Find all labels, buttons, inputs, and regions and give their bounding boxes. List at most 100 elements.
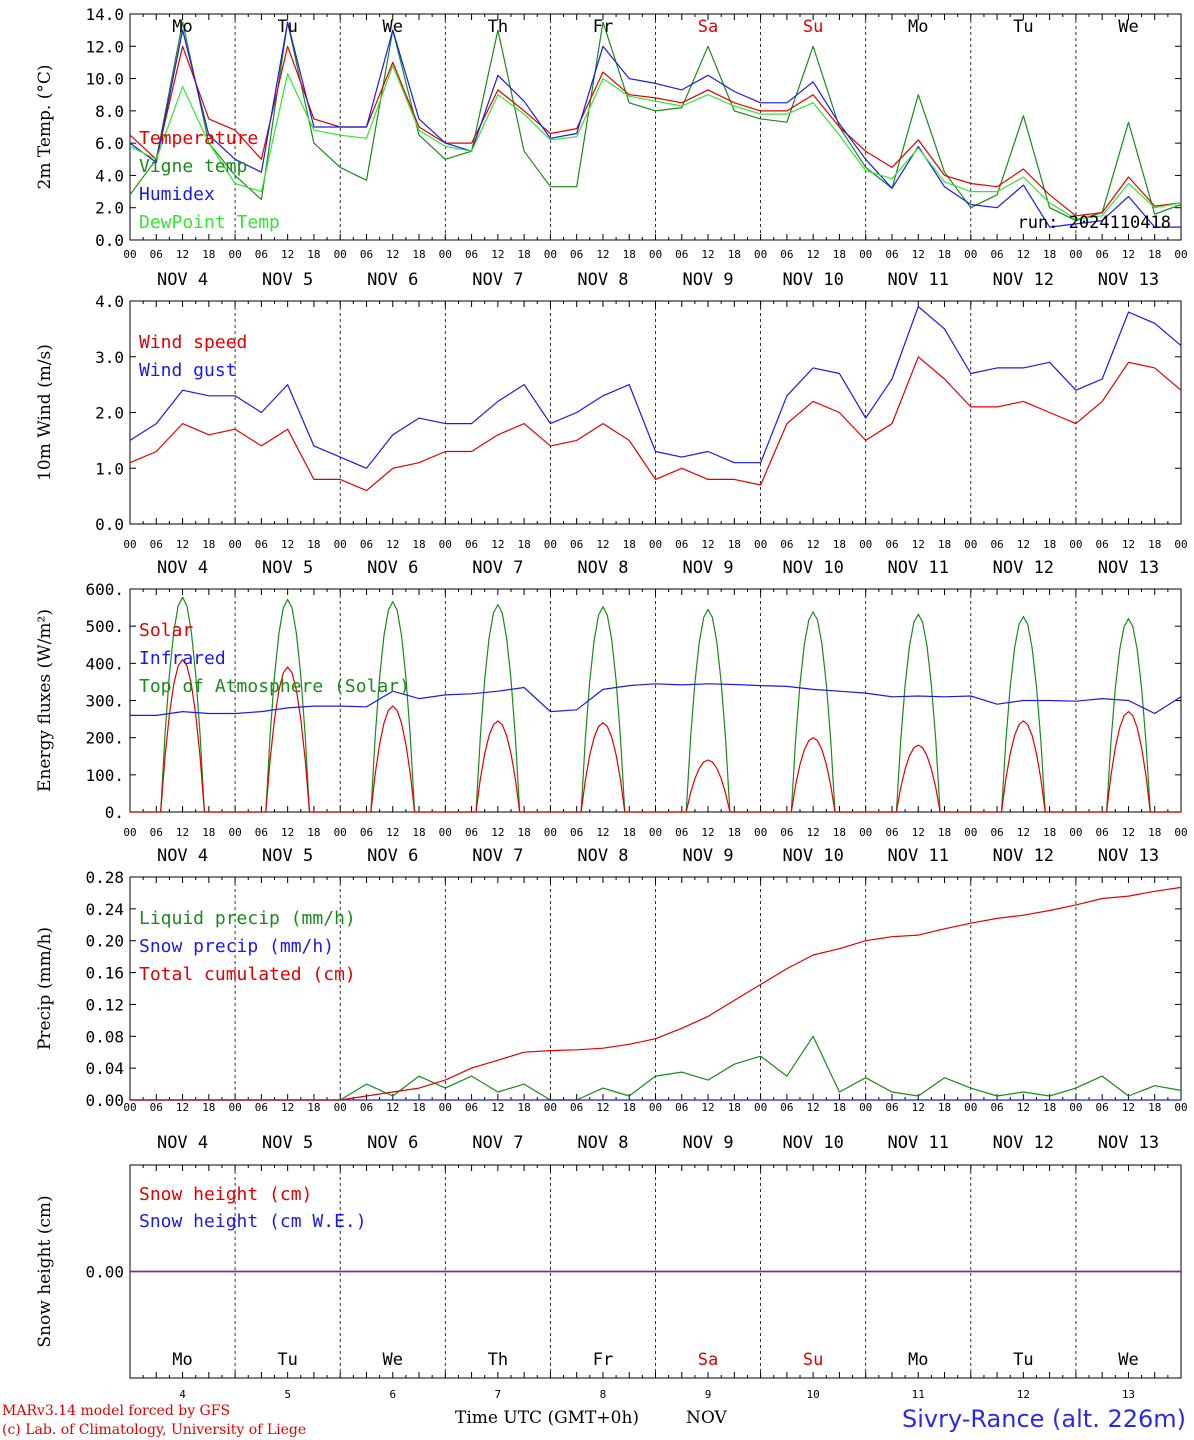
hour-label: 06	[255, 826, 268, 839]
day-name: We	[383, 1350, 403, 1370]
y-tick-label: 0.04	[85, 1059, 124, 1078]
day-name: Th	[488, 1350, 508, 1370]
hour-label: 00	[754, 538, 767, 551]
hour-label: 12	[281, 826, 294, 839]
hour-label: 12	[1017, 248, 1030, 261]
date-label: NOV 9	[682, 1133, 733, 1153]
y-tick-label: 600.	[85, 580, 124, 599]
y-axis-label: 2m Temp. (°C)	[35, 64, 55, 189]
hour-label: 18	[938, 1101, 951, 1114]
hour-label: 18	[202, 538, 215, 551]
date-label: NOV 9	[682, 846, 733, 866]
hour-label: 12	[386, 538, 399, 551]
hour-label: 18	[412, 538, 425, 551]
date-label: NOV 13	[1098, 1133, 1159, 1153]
hour-label: 12	[176, 538, 189, 551]
hour-label: 00	[334, 538, 347, 551]
hour-label: 00	[754, 1101, 767, 1114]
date-number: 6	[389, 1388, 396, 1401]
hour-label: 18	[833, 1101, 846, 1114]
day-name: Tu	[277, 1350, 297, 1370]
panel-energy: 00 06 12 18 00 06 12 18 00 06 12 18 00 06 12 18 00 06 12 18…	[35, 580, 1188, 866]
hour-label: 06	[780, 1101, 793, 1114]
hour-label: 00	[334, 248, 347, 261]
hour-label: 12	[807, 826, 820, 839]
hour-label: 12	[491, 1101, 504, 1114]
hour-label: 06	[1096, 1101, 1109, 1114]
hour-label: 00	[649, 248, 662, 261]
hour-label: 18	[1148, 538, 1161, 551]
date-number: 11	[912, 1388, 925, 1401]
hour-label: 06	[675, 1101, 688, 1114]
hour-label: 00	[439, 1101, 452, 1114]
date-label: NOV 4	[157, 270, 208, 290]
y-tick-label: 0.0	[95, 515, 124, 534]
hour-label: 06	[465, 538, 478, 551]
hour-label: 00	[964, 248, 977, 261]
day-name: Fr	[593, 17, 613, 37]
plot-frame	[129, 300, 1182, 525]
hour-label: 12	[596, 248, 609, 261]
hour-label: 12	[281, 1101, 294, 1114]
y-tick-label: 100.	[85, 766, 124, 785]
legend-entry: Solar	[139, 620, 193, 641]
hour-label: 00	[1069, 1101, 1082, 1114]
hour-label: 12	[491, 248, 504, 261]
footnote-credit: (c) Lab. of Climatology, University of L…	[2, 1422, 306, 1438]
hour-label: 00	[1069, 826, 1082, 839]
y-tick-label: 12.0	[85, 37, 124, 56]
hour-label: 18	[1148, 1101, 1161, 1114]
panel-snow: 0.00 Snow height (cm) Snow height (cm) Snow…	[35, 1164, 1182, 1401]
hour-label: 06	[780, 248, 793, 261]
day-name: We	[383, 17, 403, 37]
hour-label: 06	[1096, 538, 1109, 551]
hour-label: 18	[938, 248, 951, 261]
series-vigne-temp	[129, 21, 1182, 222]
hour-label: 06	[990, 1101, 1003, 1114]
hour-label: 00	[228, 1101, 241, 1114]
hour-label: 18	[1043, 538, 1056, 551]
hour-label: 06	[780, 538, 793, 551]
hour-label: 00	[439, 826, 452, 839]
hour-label: 12	[281, 248, 294, 261]
date-label: NOV 5	[262, 270, 313, 290]
hour-label: 06	[885, 248, 898, 261]
day-name: Su	[803, 1350, 823, 1370]
date-label: NOV 5	[262, 558, 313, 578]
hour-label: 06	[885, 1101, 898, 1114]
hour-label: 00	[334, 826, 347, 839]
hour-label: 12	[807, 538, 820, 551]
hour-label: 00	[964, 1101, 977, 1114]
hour-label: 06	[255, 248, 268, 261]
hour-label: 06	[1096, 248, 1109, 261]
hour-label: 12	[491, 826, 504, 839]
hour-label: 18	[307, 1101, 320, 1114]
date-label: NOV 11	[888, 270, 949, 290]
hour-label: 00	[1069, 538, 1082, 551]
hour-label: 18	[202, 1101, 215, 1114]
hour-label: 12	[912, 248, 925, 261]
day-name: Th	[488, 17, 508, 37]
hour-label: 06	[990, 248, 1003, 261]
panels: 00 06 12 18 00 06 12 18 00 06 12 18 00 06 12 18 00 06 12 18…	[35, 5, 1188, 1401]
hour-label: 00	[544, 248, 557, 261]
hour-label: 06	[570, 826, 583, 839]
hour-label: 06	[255, 538, 268, 551]
date-label: NOV 11	[888, 1133, 949, 1153]
x-axis-title: Time UTC (GMT+0h)	[455, 1408, 639, 1428]
hour-label: 00	[439, 248, 452, 261]
hour-label: 06	[990, 826, 1003, 839]
date-label: NOV 13	[1098, 846, 1159, 866]
legend-entry: Snow precip (mm/h)	[139, 936, 334, 957]
hour-label: 18	[623, 538, 636, 551]
hour-label: 06	[150, 826, 163, 839]
date-label: NOV 8	[577, 1133, 628, 1153]
day-name: Mo	[172, 1350, 192, 1370]
date-number: 7	[495, 1388, 502, 1401]
y-tick-label: 0.28	[85, 868, 124, 887]
date-label: NOV 8	[577, 558, 628, 578]
y-tick-label: 4.0	[95, 166, 124, 185]
day-name: Tu	[1013, 1350, 1033, 1370]
date-label: NOV 7	[472, 1133, 523, 1153]
